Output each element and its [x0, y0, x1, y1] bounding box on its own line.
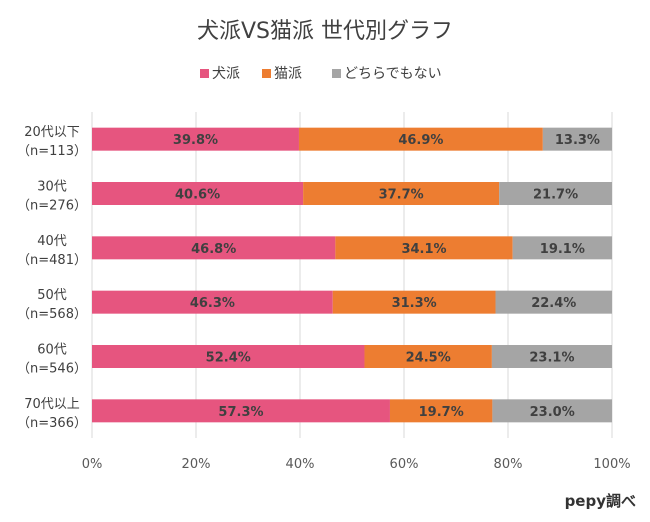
- legend-item: 猫派: [262, 66, 302, 82]
- bar-segment: [92, 399, 390, 423]
- gridlines: [91, 112, 613, 438]
- bar-segment: [364, 345, 492, 368]
- bar-segment: [92, 345, 365, 368]
- source-note: pepy調べ: [565, 492, 636, 510]
- bar-value-label: 46.8%: [191, 242, 236, 257]
- legend-label: どちらでもない: [344, 66, 442, 82]
- bar-value-label: 19.1%: [540, 242, 585, 257]
- bar-value-label: 39.8%: [173, 133, 218, 148]
- bar-value-label: 46.3%: [190, 296, 235, 311]
- category-label: 30代: [37, 180, 67, 195]
- bar-segment: [491, 345, 612, 368]
- category-label: 70代以上: [24, 397, 80, 412]
- category-label: 40代: [37, 234, 67, 249]
- category-sample-size: （n=481）: [17, 253, 87, 268]
- x-tick-label: 20%: [182, 457, 211, 472]
- bar-segment: [542, 127, 612, 151]
- x-tick-label: 60%: [390, 457, 419, 472]
- legend-swatch: [262, 69, 271, 78]
- x-tick-label: 0%: [82, 457, 103, 472]
- bar-value-label: 40.6%: [175, 188, 220, 203]
- bar-value-label: 37.7%: [379, 188, 424, 203]
- bar-segment: [495, 290, 612, 314]
- bar-segment: [92, 182, 304, 205]
- legend-label: 猫派: [274, 66, 302, 82]
- bar-value-label: 52.4%: [206, 351, 251, 366]
- legend-item: 犬派: [200, 66, 240, 82]
- bar-segment: [303, 182, 500, 205]
- bar-value-label: 34.1%: [401, 242, 446, 257]
- category-sample-size: （n=113）: [17, 144, 87, 159]
- x-tick-label: 100%: [593, 457, 630, 472]
- category-label: 50代: [37, 288, 67, 303]
- legend-item: どちらでもない: [332, 66, 442, 82]
- bar-value-label: 21.7%: [533, 188, 578, 203]
- bars: 39.8% 46.9% 13.3% 40.6% 37.7% 21.7% 46.8% 34.1%…: [92, 127, 612, 423]
- x-tick-label: 40%: [286, 457, 315, 472]
- bar-segment: [92, 127, 299, 151]
- bar-value-label: 46.9%: [398, 133, 443, 148]
- bar-segment: [389, 399, 493, 423]
- bar-segment: [92, 290, 333, 314]
- bar-segment: [92, 236, 336, 260]
- bar-segment: [512, 236, 612, 260]
- legend: 犬派 猫派 どちらでもない: [200, 66, 442, 82]
- bar-value-label: 23.0%: [530, 405, 575, 420]
- bar-value-label: 23.1%: [529, 351, 574, 366]
- bar-value-label: 22.4%: [531, 296, 576, 311]
- bar-value-label: 13.3%: [555, 133, 600, 148]
- category-sample-size: （n=276）: [17, 199, 87, 214]
- bar-segment: [499, 182, 612, 205]
- bar-value-label: 19.7%: [419, 405, 464, 420]
- category-sample-size: （n=366）: [17, 416, 87, 431]
- category-label: 60代: [37, 343, 67, 358]
- category-label: 20代以下: [24, 125, 80, 140]
- legend-swatch: [332, 69, 341, 78]
- x-axis-ticks: 0% 20% 40% 60% 80% 100%: [82, 457, 631, 472]
- bar-value-label: 31.3%: [392, 296, 437, 311]
- category-sample-size: （n=568）: [17, 307, 87, 322]
- chart-title: 犬派VS猫派 世代別グラフ: [197, 19, 453, 44]
- legend-label: 犬派: [212, 66, 240, 82]
- legend-swatch: [200, 69, 209, 78]
- bar-segment: [335, 236, 513, 260]
- category-sample-size: （n=546）: [17, 362, 87, 377]
- bar-segment: [298, 127, 543, 151]
- bar-segment: [332, 290, 496, 314]
- category-labels: 20代以下 （n=113） 30代 （n=276） 40代 （n=481） 50代 （n=56…: [17, 125, 87, 431]
- bar-value-label: 57.3%: [218, 405, 263, 420]
- bar-segment: [492, 399, 612, 423]
- x-tick-label: 80%: [494, 457, 523, 472]
- bar-value-label: 24.5%: [406, 351, 451, 366]
